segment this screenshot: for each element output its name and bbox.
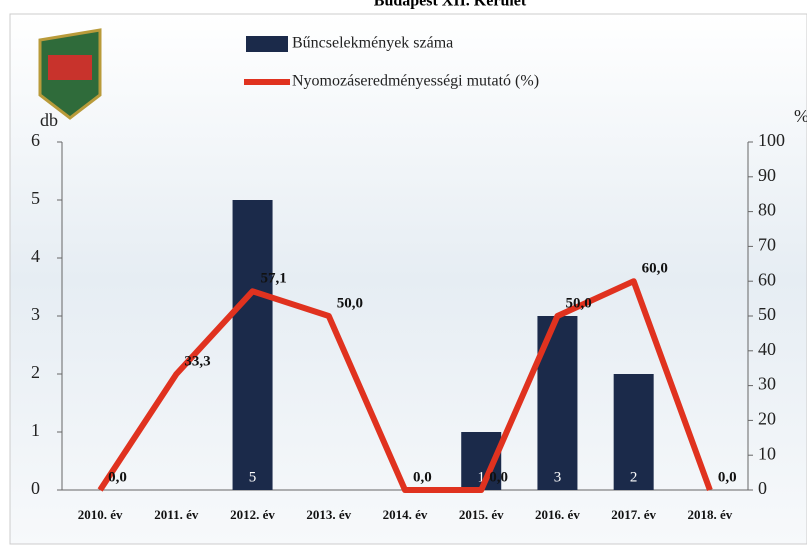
x-tick-label: 2018. év [687, 507, 732, 522]
y2-tick-label: 90 [758, 165, 776, 185]
x-tick-label: 2011. év [154, 507, 199, 522]
bar-label: 2 [630, 469, 638, 485]
x-tick-label: 2010. év [78, 507, 123, 522]
legend-label: Nyomozáseredményességi mutató (%) [292, 73, 539, 90]
y2-tick-label: 30 [758, 374, 776, 394]
y2-tick-label: 0 [758, 478, 767, 498]
y-axis-label: db [40, 110, 58, 130]
chart-title: Budapest XII. Kerület [374, 0, 527, 10]
legend-swatch [246, 36, 288, 52]
x-tick-label: 2016. év [535, 507, 580, 522]
y-tick-label: 3 [31, 304, 40, 324]
y-tick-label: 1 [31, 420, 40, 440]
line-label: 0,0 [413, 469, 432, 485]
x-tick-label: 2017. év [611, 507, 656, 522]
y2-tick-label: 40 [758, 339, 776, 359]
y-tick-label: 2 [31, 362, 40, 382]
line-label: 0,0 [489, 469, 508, 485]
logo-stripe [48, 55, 92, 80]
y-tick-label: 6 [31, 130, 40, 150]
line-label: 0,0 [108, 469, 127, 485]
background [10, 14, 807, 544]
line-label: 60,0 [642, 261, 668, 277]
y2-tick-label: 70 [758, 235, 776, 255]
line-label: 33,3 [184, 354, 210, 370]
y2-tick-label: 20 [758, 409, 776, 429]
y2-tick-label: 100 [758, 130, 785, 150]
line-label: 0,0 [718, 469, 737, 485]
line-label: 50,0 [337, 295, 363, 311]
legend-label: Bűncselekmények száma [292, 35, 453, 52]
y2-tick-label: 60 [758, 269, 776, 289]
y2-tick-label: 80 [758, 200, 776, 220]
bar [233, 200, 273, 490]
y2-tick-label: 50 [758, 304, 776, 324]
bar-label: 5 [249, 469, 257, 485]
y2-tick-label: 10 [758, 443, 776, 463]
x-tick-label: 2015. év [459, 507, 504, 522]
y-tick-label: 5 [31, 188, 40, 208]
y-tick-label: 4 [31, 246, 40, 266]
y2-axis-label: % [794, 106, 807, 126]
chart: Budapest XII. Kerület db % 0123456010203… [0, 0, 807, 549]
x-tick-label: 2014. év [383, 507, 428, 522]
line-label: 57,1 [261, 271, 287, 287]
x-tick-label: 2012. év [230, 507, 275, 522]
y-tick-label: 0 [31, 478, 40, 498]
x-tick-label: 2013. év [306, 507, 351, 522]
line-label: 50,0 [565, 295, 591, 311]
bar-label: 3 [554, 469, 562, 485]
